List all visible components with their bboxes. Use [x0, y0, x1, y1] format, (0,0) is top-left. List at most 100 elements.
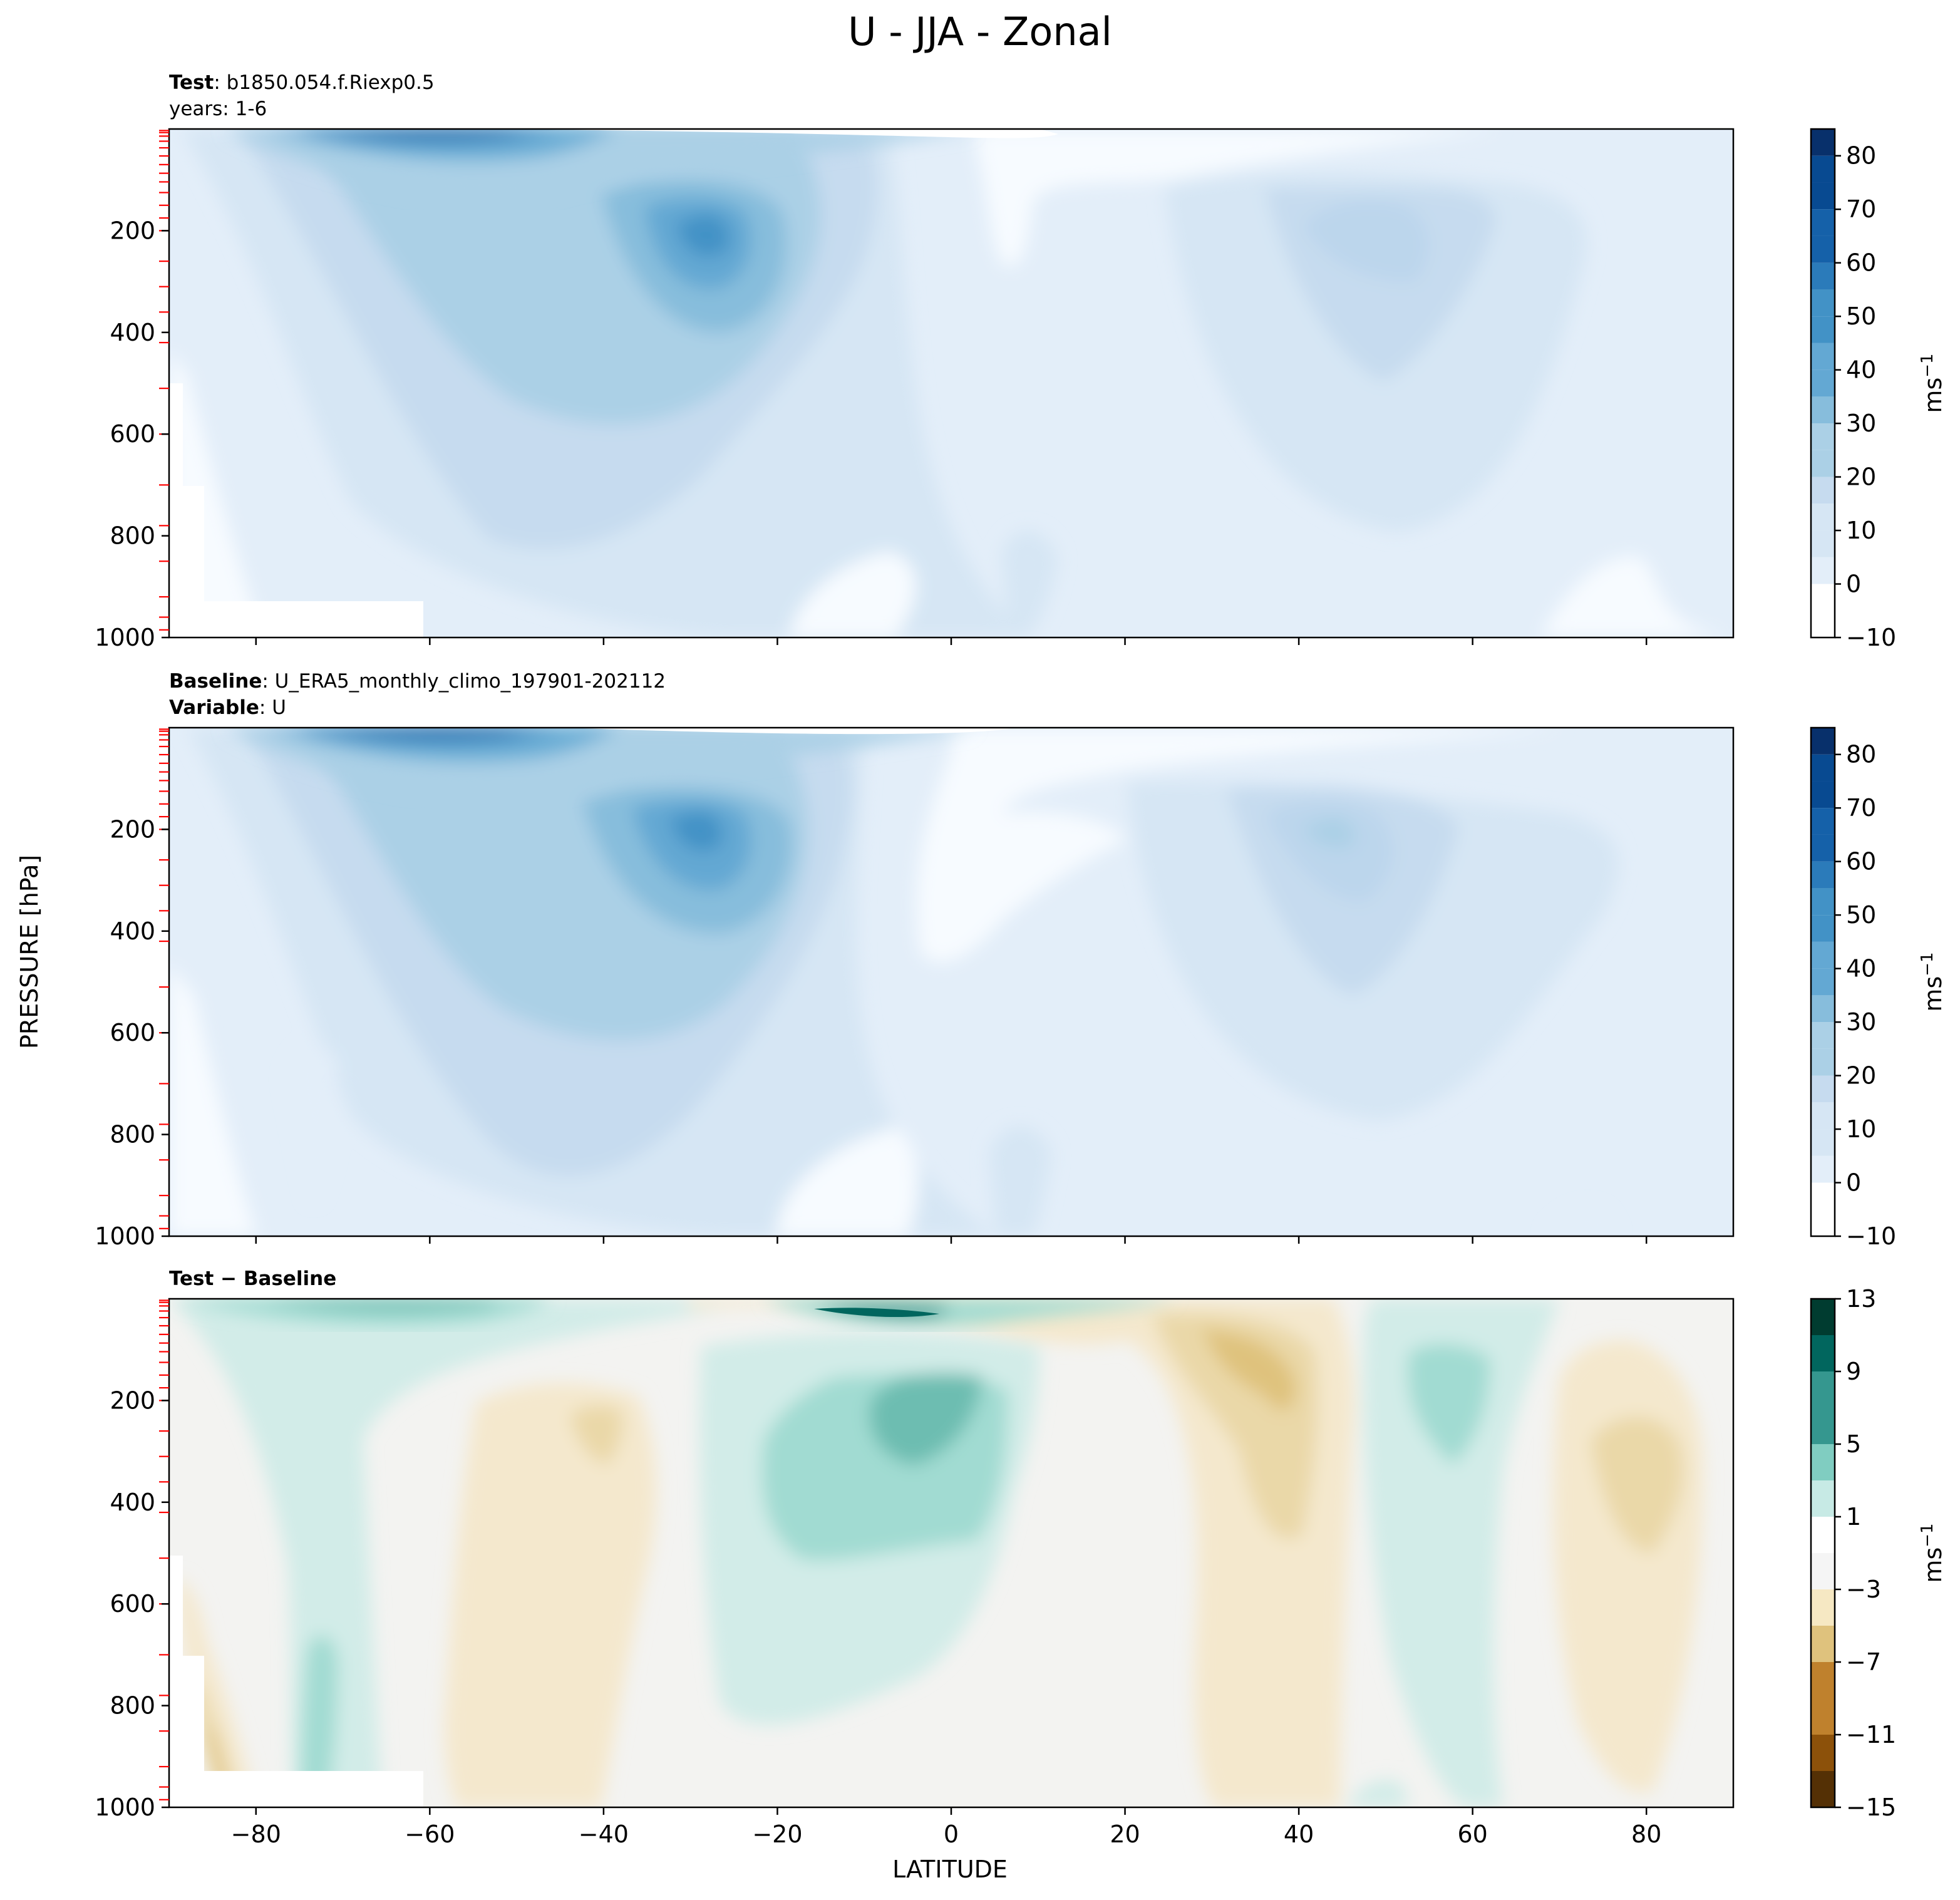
- panel-difference: Test − Baseline: [95, 1268, 1947, 1848]
- colorbar-segment: [1811, 1371, 1835, 1408]
- colorbar-segment: [1811, 1408, 1835, 1444]
- colorbar-tick-label: −15: [1846, 1794, 1896, 1821]
- colorbar-segment: [1811, 1335, 1835, 1371]
- colorbar-segment: [1811, 808, 1835, 835]
- colorbar-segment: [1811, 155, 1835, 183]
- panel-test: Test: b1850.054.f.Riexp0.5 years: 1-6: [95, 71, 1947, 651]
- x-tick-label: −80: [231, 1820, 281, 1848]
- svg-text:years: 1-6: years: 1-6: [169, 98, 267, 120]
- x-tick-label: 0: [944, 1820, 959, 1848]
- colorbar-segment: [1811, 915, 1835, 942]
- colorbar-tick-label: −11: [1846, 1721, 1896, 1748]
- colorbar-segment: [1811, 888, 1835, 916]
- y-tick-label: 400: [110, 1489, 155, 1516]
- colorbar-segment: [1811, 1022, 1835, 1049]
- colorbar-tick-label: 20: [1846, 463, 1876, 491]
- colorbar-segment: [1811, 396, 1835, 424]
- y-tick-label: 1000: [95, 1222, 155, 1250]
- colorbar-segment: [1811, 1182, 1835, 1210]
- panel-subheader-bold: Variable: [169, 696, 259, 719]
- x-tick-label: 60: [1457, 1820, 1487, 1848]
- colorbar-tick-label: 9: [1846, 1358, 1861, 1385]
- y-tick-label: 200: [110, 815, 155, 843]
- y-tick-label: 800: [110, 522, 155, 550]
- colorbar-tick-label: 80: [1846, 142, 1876, 170]
- colorbar-tick-label: 40: [1846, 356, 1876, 384]
- colorbar-frame: [1810, 726, 1836, 1237]
- colorbar-tick-label: 20: [1846, 1062, 1876, 1090]
- colorbar-tick-label: 50: [1846, 302, 1876, 330]
- colorbar-segment: [1811, 728, 1835, 755]
- colorbar-tick-label: 60: [1846, 848, 1876, 875]
- contour-field: [169, 1299, 1733, 1807]
- colorbar: −15 −11 −7 −3 1 5 9 13 ms−1: [1810, 1285, 1947, 1821]
- y-tick-label: 800: [110, 1121, 155, 1149]
- colorbar-segment: [1811, 1626, 1835, 1662]
- y-axis-ticks: 200 400 600 800 1000: [95, 1386, 169, 1821]
- colorbar-tick-label: 13: [1846, 1285, 1876, 1313]
- colorbar-tick-label: 30: [1846, 410, 1876, 437]
- y-tick-label: 400: [110, 917, 155, 945]
- colorbar-unit-label: ms−1: [1918, 353, 1947, 413]
- svg-text:Test − Baseline: Test − Baseline: [169, 1268, 336, 1290]
- colorbar-segment: [1811, 316, 1835, 343]
- colorbar-tick-label: 70: [1846, 794, 1876, 822]
- colorbar-unit-label: ms−1: [1918, 1523, 1947, 1582]
- colorbar-segment: [1811, 369, 1835, 397]
- x-tick-label: −60: [405, 1820, 455, 1848]
- colorbar-segment: [1811, 754, 1835, 782]
- colorbar-segment: [1811, 1662, 1835, 1698]
- x-tick-label: −20: [752, 1820, 802, 1848]
- x-tick-label: 40: [1284, 1820, 1314, 1848]
- colorbar-tick-label: −10: [1846, 624, 1896, 651]
- colorbar-segment: [1811, 557, 1835, 584]
- x-tick-label: 80: [1631, 1820, 1661, 1848]
- panel-baseline: Baseline: U_ERA5_monthly_climo_197901-20…: [95, 670, 1947, 1250]
- colorbar-unit-label: ms−1: [1918, 952, 1947, 1011]
- colorbar-segment: [1811, 289, 1835, 317]
- y-axis-title: PRESSURE [hPa]: [16, 855, 43, 1049]
- colorbar-segment: [1811, 235, 1835, 263]
- colorbar-segment: [1811, 450, 1835, 477]
- y-tick-label: 1000: [95, 1794, 155, 1821]
- x-tick-label: −40: [579, 1820, 629, 1848]
- colorbar-segment: [1811, 584, 1835, 611]
- colorbar-tick-label: 1: [1846, 1503, 1861, 1531]
- colorbar-frame: [1810, 1298, 1836, 1809]
- colorbar-tick-label: 10: [1846, 517, 1876, 544]
- x-axis-title: LATITUDE: [892, 1856, 1008, 1883]
- x-axis-ticks: −80 −60 −40 −20 0 20 40 60 80: [231, 1807, 1661, 1848]
- svg-text:Baseline: U_ERA5_monthly_climo: Baseline: U_ERA5_monthly_climo_197901-20…: [169, 670, 666, 693]
- colorbar-tick-label: 70: [1846, 195, 1876, 223]
- contour-field: [169, 129, 1733, 638]
- colorbar-segment: [1811, 129, 1835, 156]
- colorbar-segment: [1811, 182, 1835, 210]
- red-level-ticks: [159, 130, 169, 631]
- colorbar-segment: [1811, 1480, 1835, 1517]
- svg-text:Variable: U: Variable: U: [169, 696, 286, 719]
- colorbar-tick-label: 30: [1846, 1008, 1876, 1036]
- colorbar-segment: [1811, 1299, 1835, 1335]
- colorbar-tick-label: 0: [1846, 1169, 1861, 1197]
- y-tick-label: 200: [110, 1386, 155, 1414]
- panel-header-bold: Test: [169, 71, 214, 94]
- panel-subheader-text: years: 1-6: [169, 98, 267, 120]
- colorbar-segment: [1811, 1589, 1835, 1626]
- colorbar-segment: [1811, 1735, 1835, 1771]
- colorbar-segment: [1811, 423, 1835, 450]
- colorbar-segment: [1811, 1129, 1835, 1156]
- colorbar-segment: [1811, 1155, 1835, 1183]
- colorbar-segment: [1811, 611, 1835, 638]
- y-tick-label: 600: [110, 420, 155, 448]
- figure-title: U - JJA - Zonal: [848, 9, 1112, 54]
- svg-text:Test: b1850.054.f.Riexp0.5: Test: b1850.054.f.Riexp0.5: [169, 71, 435, 94]
- colorbar-segment: [1811, 262, 1835, 290]
- x-axis-ticks: [255, 1236, 1648, 1244]
- y-axis-ticks: 200 400 600 800 1000: [95, 217, 169, 651]
- colorbar-segment: [1811, 530, 1835, 557]
- colorbar-tick-label: −3: [1846, 1576, 1881, 1603]
- panel-header-text: : b1850.054.f.Riexp0.5: [214, 71, 434, 94]
- colorbar-tick-label: 10: [1846, 1115, 1876, 1143]
- colorbar-tick-label: 0: [1846, 571, 1861, 598]
